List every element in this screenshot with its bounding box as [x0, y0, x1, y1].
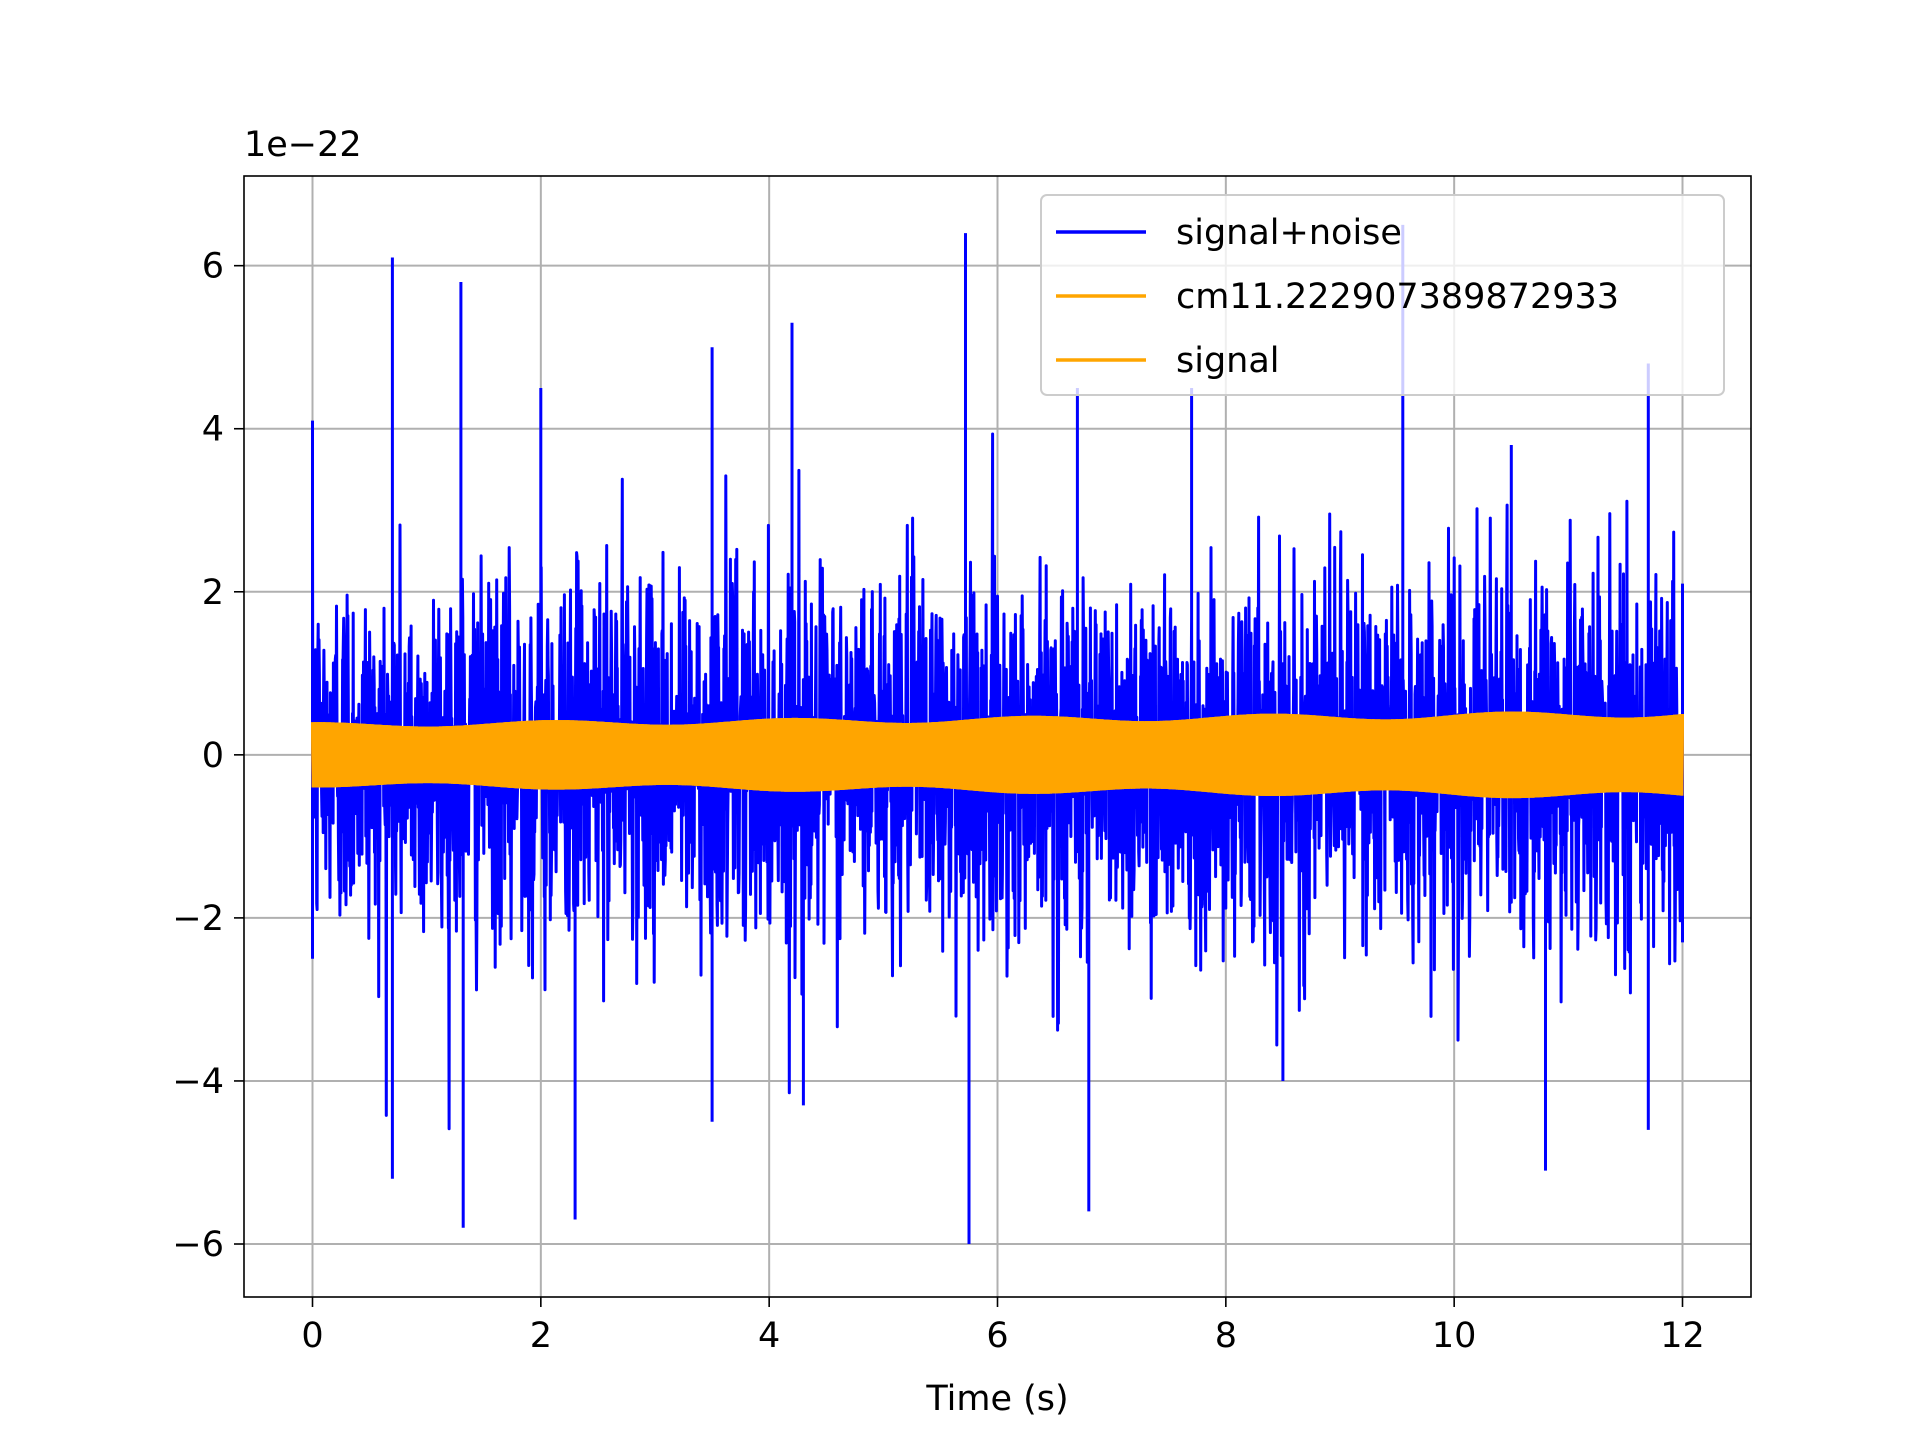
- legend-label-2: signal: [1176, 341, 1280, 381]
- y-offset-label: 1e−22: [244, 125, 362, 165]
- series-signal-noise-line: [311, 224, 1684, 1244]
- ticks: 0 2 4 6 8 10 12 −6 −4 −2 0 2 4 6: [172, 247, 1704, 1356]
- y-tick-label-3: 0: [202, 736, 224, 776]
- y-tick-label-0: −6: [172, 1225, 224, 1265]
- x-tick-label-3: 6: [986, 1316, 1008, 1356]
- x-tick-label-5: 10: [1432, 1316, 1477, 1356]
- legend-box: [1040, 194, 1725, 396]
- plot-data: [311, 224, 1684, 1244]
- x-tick-label-0: 0: [301, 1316, 323, 1356]
- series-signal-line: [311, 711, 1684, 799]
- x-tick-label-1: 2: [530, 1316, 552, 1356]
- x-tick-label-2: 4: [758, 1316, 780, 1356]
- x-tick-label-6: 12: [1660, 1316, 1705, 1356]
- y-tick-label-2: −2: [172, 899, 224, 939]
- x-tick-label-4: 8: [1215, 1316, 1237, 1356]
- y-tick-label-5: 4: [202, 410, 224, 450]
- legend-label-0: signal+noise: [1176, 213, 1402, 253]
- y-tick-label-1: −4: [172, 1062, 224, 1102]
- y-tick-label-4: 2: [202, 573, 224, 613]
- y-tick-label-6: 6: [202, 247, 224, 287]
- legend-label-1: cm11.222907389872933: [1176, 277, 1619, 317]
- x-axis-label: Time (s): [925, 1379, 1068, 1419]
- legend: signal+noise cm11.222907389872933 signal: [1040, 194, 1725, 396]
